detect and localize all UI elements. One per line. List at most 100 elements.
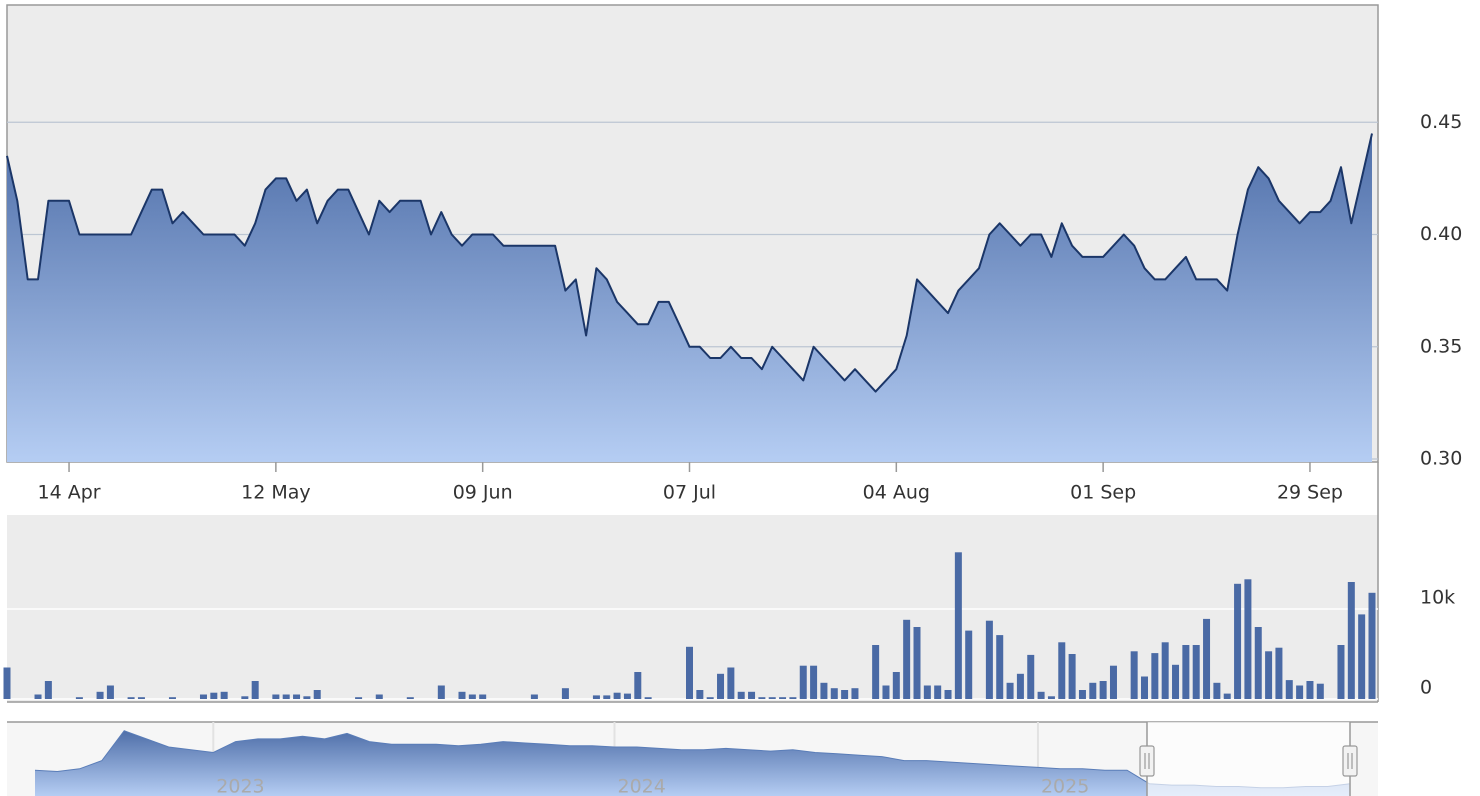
volume-bar (696, 690, 704, 699)
volume-bar (1316, 683, 1324, 699)
volume-bar (737, 691, 745, 699)
volume-bar (437, 685, 445, 699)
volume-bar (613, 692, 621, 699)
volume-bar (1161, 642, 1169, 699)
volume-bar (303, 696, 311, 699)
volume-bar (1141, 676, 1148, 699)
volume-bar (210, 692, 218, 699)
volume-bar (830, 688, 838, 699)
volume-bar (168, 697, 176, 699)
volume-bar (1151, 653, 1159, 699)
volume-bar (355, 697, 363, 699)
volume-bar (1192, 645, 1200, 699)
volume-bar (1037, 691, 1045, 699)
area-fill (7, 133, 1372, 462)
volume-bar (1078, 690, 1086, 699)
y-tick-label: 0.35 (1420, 335, 1462, 357)
x-tick-label: 07 Jul (663, 482, 716, 504)
volume-bar (1368, 592, 1376, 699)
volume-bar (892, 672, 900, 699)
volume-bar (313, 690, 321, 699)
volume-bar (954, 552, 962, 699)
volume-bar (1068, 654, 1076, 699)
x-tick-label: 29 Sep (1277, 482, 1343, 504)
volume-bar (727, 667, 735, 699)
volume-bar (1306, 681, 1314, 699)
volume-bar (872, 645, 880, 699)
volume-bar (996, 635, 1004, 699)
y-tick-label: 10k (1420, 587, 1455, 609)
y-tick-label: 0.45 (1420, 111, 1462, 133)
volume-bar (479, 694, 487, 699)
volume-bar (293, 694, 301, 699)
navigator-line (34, 730, 1351, 789)
volume-bar (561, 688, 569, 699)
volume-bar (44, 681, 52, 699)
volume-bar (748, 691, 756, 699)
volume-bar (1223, 693, 1231, 699)
volume-bar (1285, 680, 1293, 699)
volume-bar (1337, 645, 1345, 699)
volume-bar (1358, 614, 1366, 699)
volume-bar (1213, 682, 1221, 699)
volume-bar (1089, 682, 1097, 699)
volume-bar (851, 688, 859, 699)
volume-bar (1244, 579, 1252, 699)
volume-bar (1130, 651, 1138, 699)
navigator-label: 2025 (1041, 776, 1089, 796)
volume-bar (965, 630, 973, 699)
volume-bar (530, 694, 538, 699)
volume-bar (758, 697, 766, 699)
volume-bar (1275, 647, 1283, 699)
volume-bar (1203, 618, 1211, 699)
volume-bar (199, 694, 207, 699)
volume-bar (923, 685, 931, 699)
volume-bar (913, 627, 921, 699)
navigator-handle[interactable] (1139, 745, 1155, 777)
y-tick-label: 0.40 (1420, 223, 1462, 245)
volume-bar (717, 673, 725, 699)
volume-bar (1099, 681, 1107, 699)
volume-bar (375, 694, 383, 699)
volume-bar (106, 685, 114, 699)
volume-bar (820, 682, 828, 699)
volume-bar (458, 691, 466, 699)
volume-bar (127, 697, 135, 699)
volume-bar (96, 691, 104, 699)
volume-bar (1016, 673, 1024, 699)
volume-bar (1347, 582, 1355, 699)
volume-bar (592, 695, 600, 699)
volume-bar (220, 691, 228, 699)
volume-bar (3, 667, 11, 699)
volume-bar (841, 690, 849, 699)
volume-bar (1172, 664, 1180, 699)
x-tick-label: 04 Aug (863, 482, 930, 504)
volume-bar (706, 697, 714, 699)
volume-bar (686, 646, 693, 699)
volume-bar (1296, 685, 1304, 699)
x-tick-label: 14 Apr (37, 482, 100, 504)
x-tick-label: 12 May (241, 482, 311, 504)
price-line (6, 133, 1373, 393)
volume-bar (1006, 682, 1014, 699)
volume-bar (1265, 651, 1273, 699)
volume-bar (1254, 627, 1262, 699)
volume-bar (623, 693, 631, 699)
volume-bar (934, 685, 942, 699)
volume-bar (810, 665, 818, 699)
volume-bar (241, 696, 249, 699)
volume-bar (903, 619, 911, 699)
navigator-label: 2023 (216, 776, 264, 796)
volume-bar (768, 697, 776, 699)
volume-bar (1109, 665, 1117, 699)
volume-bar (137, 697, 145, 699)
volume-bar (272, 694, 280, 699)
volume-bar (1047, 696, 1055, 699)
volume-bar (634, 672, 642, 699)
volume-bar (779, 697, 787, 699)
volume-bar (882, 685, 890, 699)
handle-body (1139, 745, 1155, 777)
navigator-handle[interactable] (1342, 745, 1358, 777)
